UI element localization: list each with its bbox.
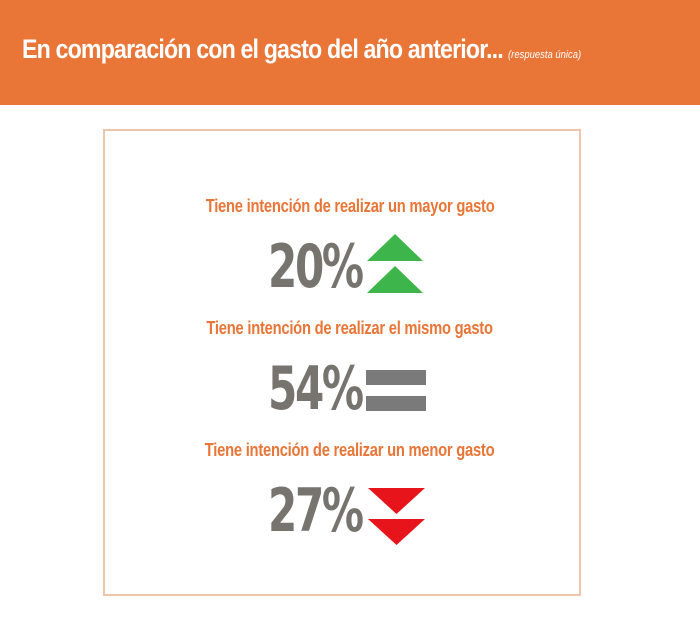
label-same-spending: Tiene intención de realizar el mismo gas… bbox=[206, 318, 494, 338]
label-higher-spending: Tiene intención de realizar un mayor gas… bbox=[205, 196, 495, 216]
results-panel bbox=[103, 129, 581, 596]
equals-icon bbox=[366, 370, 426, 411]
double-up-arrow-icon bbox=[367, 234, 423, 293]
page-title-text: En comparación con el gasto del año ante… bbox=[22, 34, 504, 64]
label-lower-spending: Tiene intención de realizar un menor gas… bbox=[205, 440, 495, 460]
value-higher-spending: 20% bbox=[268, 232, 364, 302]
value-lower-spending: 27% bbox=[268, 476, 364, 546]
response-note: (respuesta única) bbox=[508, 49, 582, 61]
header-banner: En comparación con el gasto del año ante… bbox=[0, 0, 700, 105]
double-down-arrow-icon bbox=[368, 488, 425, 545]
page-title: En comparación con el gasto del año ante… bbox=[22, 34, 581, 65]
value-same-spending: 54% bbox=[268, 354, 364, 424]
